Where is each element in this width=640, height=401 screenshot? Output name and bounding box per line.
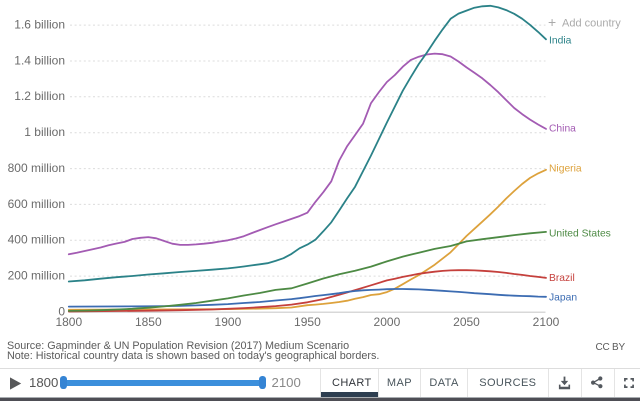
svg-text:Brazil: Brazil <box>549 273 575 284</box>
svg-text:2000: 2000 <box>374 315 401 329</box>
svg-text:India: India <box>549 36 572 47</box>
svg-text:800 million: 800 million <box>8 161 65 175</box>
svg-text:United States: United States <box>549 229 611 240</box>
svg-text:1.2 billion: 1.2 billion <box>14 89 65 103</box>
svg-text:1 billion: 1 billion <box>24 125 65 139</box>
svg-text:2100: 2100 <box>533 315 560 329</box>
svg-text:China: China <box>549 124 576 135</box>
svg-text:Add country: Add country <box>562 18 621 30</box>
svg-text:Japan: Japan <box>549 293 577 304</box>
svg-text:Nigeria: Nigeria <box>549 164 582 175</box>
svg-text:400 million: 400 million <box>8 233 65 247</box>
svg-text:600 million: 600 million <box>8 197 65 211</box>
svg-text:1.6 billion: 1.6 billion <box>14 18 65 32</box>
svg-text:1850: 1850 <box>135 315 162 329</box>
svg-text:200 million: 200 million <box>8 269 65 283</box>
svg-text:2050: 2050 <box>453 315 480 329</box>
svg-text:1800: 1800 <box>55 315 82 329</box>
svg-text:1950: 1950 <box>294 315 321 329</box>
svg-text:+: + <box>548 14 556 30</box>
svg-text:1900: 1900 <box>215 315 242 329</box>
svg-text:1.4 billion: 1.4 billion <box>14 53 65 67</box>
svg-text:0: 0 <box>58 304 65 318</box>
